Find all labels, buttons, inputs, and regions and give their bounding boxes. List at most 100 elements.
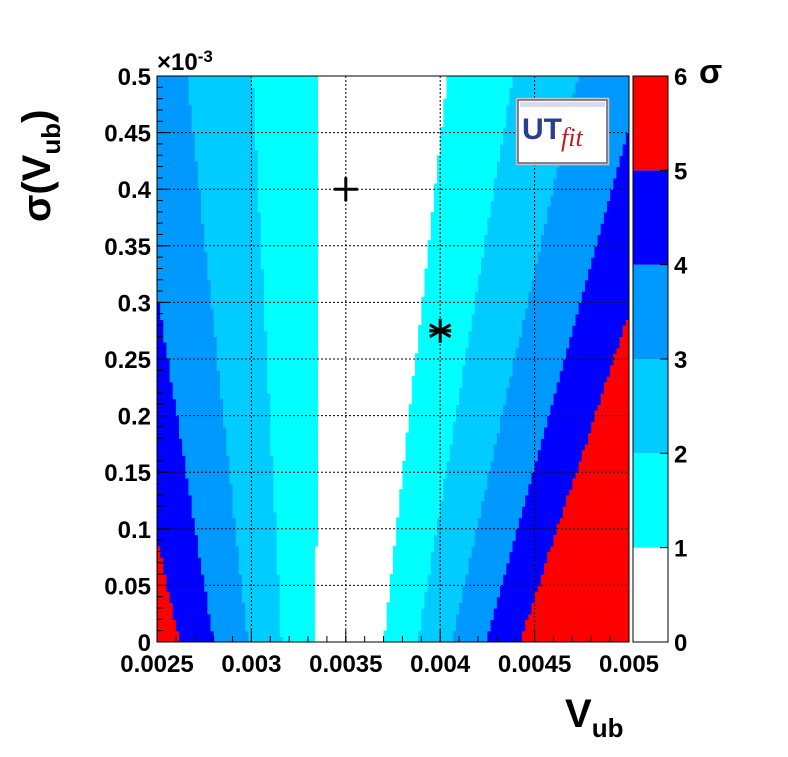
heatmap-cell <box>471 449 476 456</box>
heatmap-cell <box>528 630 533 637</box>
heatmap-cell <box>610 443 614 451</box>
heatmap-cell <box>622 472 627 479</box>
heatmap-cell <box>308 523 312 530</box>
heatmap-cell <box>443 528 448 536</box>
heatmap-cell <box>298 551 303 558</box>
heatmap-cell <box>418 596 422 603</box>
heatmap-cell <box>512 489 517 496</box>
heatmap-cell <box>393 619 397 626</box>
heatmap-cell <box>304 449 309 456</box>
heatmap-cell <box>402 540 407 547</box>
heatmap-cell <box>562 477 567 485</box>
heatmap-cell <box>223 523 227 530</box>
heatmap-cell <box>179 449 183 456</box>
heatmap-cell <box>616 528 621 536</box>
heatmap-cell <box>465 426 470 434</box>
heatmap-cell <box>421 426 426 434</box>
heatmap-cell <box>229 551 234 558</box>
heatmap-cell <box>550 557 555 564</box>
heatmap-cell <box>194 630 199 637</box>
heatmap-cell <box>506 523 511 530</box>
heatmap-cell <box>185 432 190 439</box>
heatmap-cell <box>591 557 595 564</box>
heatmap-cell <box>430 421 435 428</box>
heatmap-cell <box>188 511 193 519</box>
heatmap-cell <box>566 472 570 479</box>
heatmap-cell <box>273 630 278 637</box>
heatmap-cell <box>525 630 529 637</box>
heatmap-cell <box>625 625 629 632</box>
heatmap-cell <box>248 489 252 496</box>
heatmap-cell <box>207 630 212 637</box>
heatmap-cell <box>279 443 284 451</box>
heatmap-cell <box>528 426 533 434</box>
heatmap-cell <box>430 585 435 592</box>
heatmap-cell <box>616 568 621 575</box>
heatmap-cell <box>562 551 567 558</box>
heatmap-cell <box>232 625 237 632</box>
heatmap-cell <box>509 585 514 592</box>
heatmap-cell <box>597 574 602 581</box>
heatmap-cell <box>295 574 300 581</box>
heatmap-cell <box>286 421 290 428</box>
heatmap-cell <box>163 545 168 553</box>
heatmap-cell <box>490 438 495 445</box>
heatmap-cell <box>408 608 413 615</box>
heatmap-cell <box>477 545 482 553</box>
heatmap-cell <box>223 625 227 632</box>
heatmap-cell <box>308 585 312 592</box>
heatmap-cell <box>515 625 520 632</box>
heatmap-cell <box>584 602 589 609</box>
heatmap-cell <box>238 613 243 620</box>
heatmap-cell <box>260 591 265 598</box>
heatmap-cell <box>569 540 573 547</box>
heatmap-cell <box>544 483 548 490</box>
heatmap-cell <box>584 466 589 473</box>
heatmap-cell <box>260 506 265 513</box>
heatmap-cell <box>440 455 444 462</box>
heatmap-cell <box>522 421 526 428</box>
heatmap-cell <box>276 489 281 496</box>
heatmap-cell <box>588 426 592 434</box>
heatmap-cell <box>465 523 470 530</box>
heatmap-cell <box>440 585 444 592</box>
heatmap-cell <box>603 545 608 553</box>
heatmap-cell <box>512 585 517 592</box>
heatmap-cell <box>540 426 545 434</box>
heatmap-cell <box>204 523 208 530</box>
heatmap-cell <box>204 477 208 485</box>
heatmap-cell <box>518 438 523 445</box>
heatmap-cell <box>515 591 520 598</box>
heatmap-cell <box>254 472 259 479</box>
heatmap-cell <box>578 506 583 513</box>
heatmap-cell <box>276 517 281 524</box>
heatmap-cell <box>235 438 240 445</box>
heatmap-cell <box>289 608 293 615</box>
heatmap-cell <box>525 562 529 570</box>
heatmap-cell <box>584 579 589 586</box>
heatmap-cell <box>518 472 523 479</box>
heatmap-cell <box>405 455 410 462</box>
heatmap-cell <box>613 562 618 570</box>
heatmap-cell <box>622 460 627 468</box>
heatmap-cell <box>245 534 249 541</box>
heatmap-cell <box>286 625 290 632</box>
heatmap-cell <box>282 432 287 439</box>
heatmap-cell <box>182 591 186 598</box>
heatmap-cell <box>619 545 624 553</box>
heatmap-cell <box>597 449 602 456</box>
heatmap-cell <box>238 630 243 637</box>
heatmap-cell <box>298 489 303 496</box>
heatmap-cell <box>610 506 614 513</box>
heatmap-cell <box>197 596 202 603</box>
heatmap-cell <box>415 540 419 547</box>
heatmap-cell <box>468 438 473 445</box>
heatmap-cell <box>286 579 290 586</box>
heatmap-cell <box>191 636 196 642</box>
heatmap-cell <box>559 636 564 642</box>
heatmap-cell <box>175 602 180 609</box>
heatmap-cell <box>484 506 488 513</box>
heatmap-cell <box>402 523 407 530</box>
heatmap-cell <box>468 545 473 553</box>
heatmap-cell <box>606 585 611 592</box>
